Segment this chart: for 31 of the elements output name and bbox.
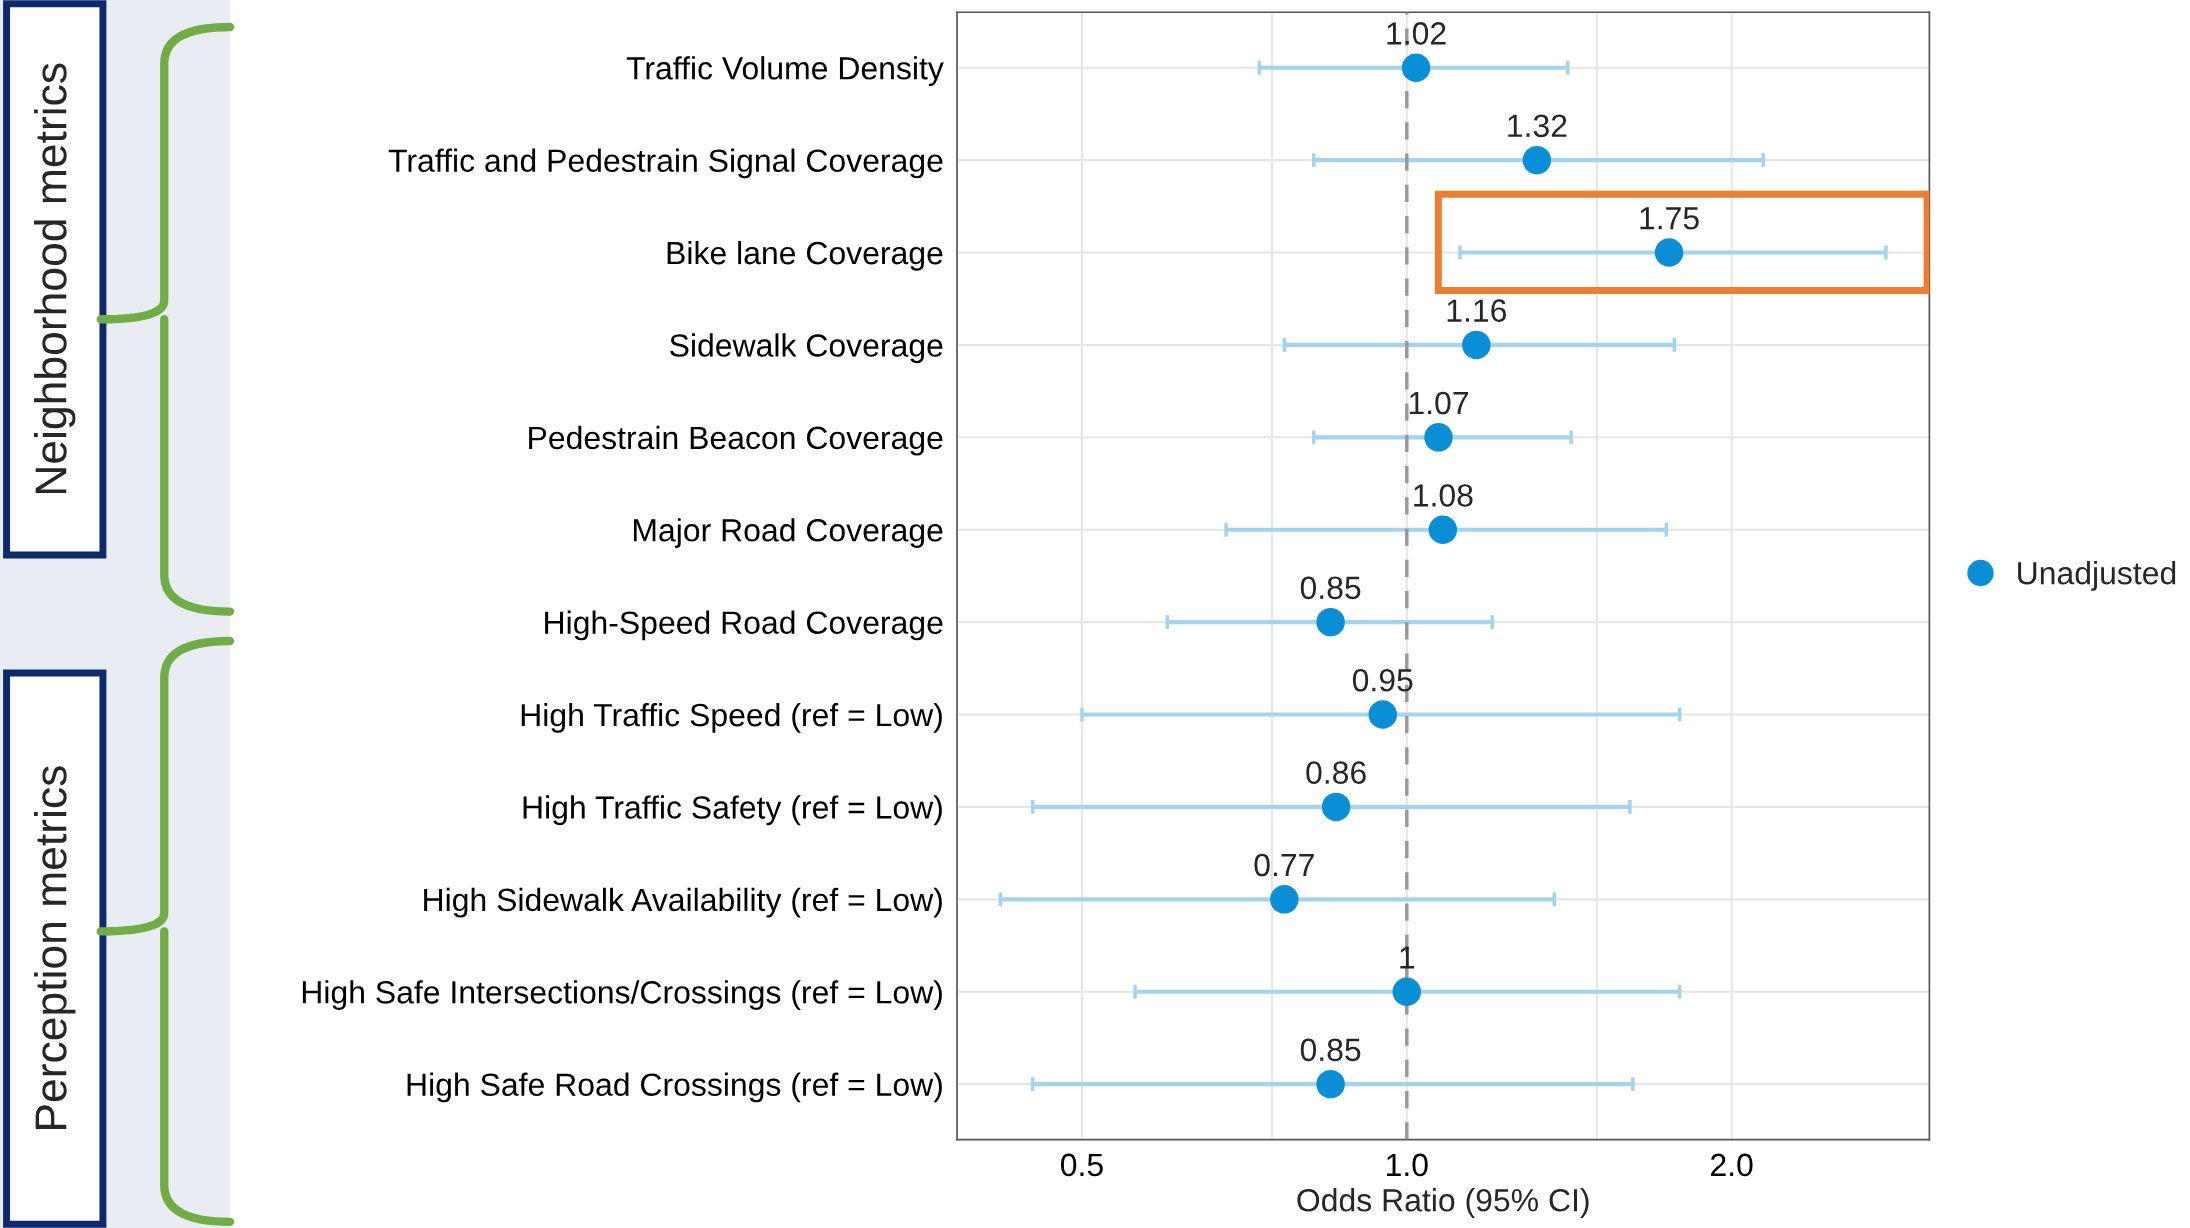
data-label: 0.85	[1300, 1038, 1361, 1062]
y-tick-label: High Traffic Safety (ref = Low)	[523, 795, 942, 826]
data-label: 1.75	[1640, 207, 1699, 230]
x-tick-label: 1.0	[1387, 1153, 1428, 1177]
data-label: 1.07	[1409, 391, 1468, 415]
y-tick-label: Traffic Volume Density	[626, 56, 944, 86]
y-tick-label: High Safe Intersections/Crossings (ref = Low)	[302, 980, 942, 1010]
y-tick-label: High Safe Road Crossings (ref = Low)	[407, 1072, 942, 1103]
data-label: 0.95	[1352, 668, 1413, 692]
x-tick-label: 0.5	[1061, 1153, 1103, 1177]
y-tick-label: High-Speed Road Coverage	[545, 610, 943, 641]
data-label: 0.85	[1300, 576, 1361, 600]
y-tick-label: High Traffic Speed (ref = Low)	[521, 702, 942, 733]
data-label: 1.02	[1387, 22, 1446, 45]
text: Perception metrics	[34, 766, 76, 1129]
data-label: 1.08	[1414, 484, 1473, 507]
x-tick-label: 2.0	[1711, 1153, 1753, 1177]
y-tick-label: High Sidewalk Availability (ref = Low)	[424, 887, 942, 918]
y-tick-label: Sidewalk Coverage	[670, 333, 943, 364]
y-tick-label: Pedestrain Beacon Coverage	[529, 425, 943, 456]
data-label: 1.16	[1447, 299, 1507, 322]
y-tick-label: Bike lane Coverage	[667, 240, 943, 271]
data-label: 0.86	[1306, 761, 1366, 784]
y-tick-label: Major Road Coverage	[633, 518, 943, 548]
x-axis-title: Odds Ratio (95% CI)	[1297, 1188, 1589, 1218]
data-label: 1.32	[1508, 114, 1567, 138]
data-label: 1	[1400, 946, 1415, 969]
y-tick-label: Traffic and Pedestrain Signal Coverage	[388, 148, 943, 179]
text: Neighborhood metrics	[34, 63, 76, 494]
legend-label: Unadjusted	[2018, 561, 2176, 591]
data-label: 0.77	[1254, 853, 1314, 877]
